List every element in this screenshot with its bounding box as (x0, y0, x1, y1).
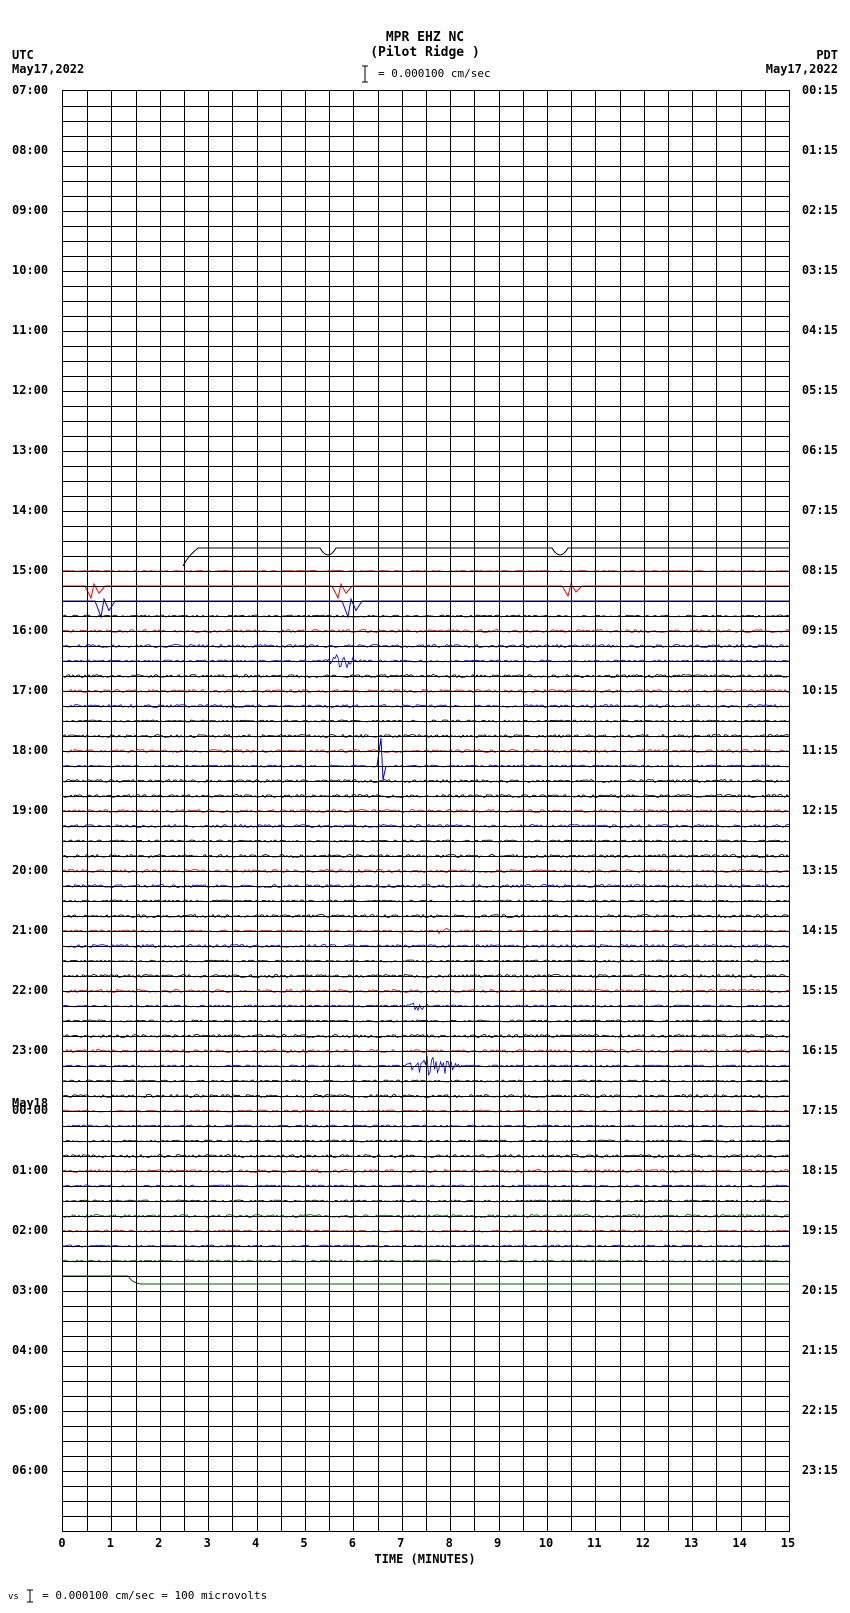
left-hour-label: 23:00 (12, 1043, 48, 1057)
right-hour-label: 01:15 (802, 143, 838, 157)
x-tick: 7 (397, 1536, 404, 1550)
x-tick: 4 (252, 1536, 259, 1550)
left-hour-label: 22:00 (12, 983, 48, 997)
x-axis-label: TIME (MINUTES) (0, 1552, 850, 1566)
timezone-left: UTC (12, 48, 34, 62)
left-hour-label: 19:00 (12, 803, 48, 817)
right-hour-label: 19:15 (802, 1223, 838, 1237)
right-hour-label: 18:15 (802, 1163, 838, 1177)
x-tick: 6 (349, 1536, 356, 1550)
right-hour-label: 13:15 (802, 863, 838, 877)
seismogram-container: MPR EHZ NC (Pilot Ridge ) = 0.000100 cm/… (0, 0, 850, 1613)
right-hour-label: 08:15 (802, 563, 838, 577)
right-hour-label: 20:15 (802, 1283, 838, 1297)
x-tick: 5 (300, 1536, 307, 1550)
right-hour-label: 05:15 (802, 383, 838, 397)
right-hour-label: 15:15 (802, 983, 838, 997)
right-hour-label: 12:15 (802, 803, 838, 817)
left-hour-label: 10:00 (12, 263, 48, 277)
left-hour-label: 04:00 (12, 1343, 48, 1357)
day2-label: May18 (12, 1096, 48, 1110)
right-hour-label: 21:15 (802, 1343, 838, 1357)
date-right: May17,2022 (766, 62, 838, 76)
left-hour-label: 15:00 (12, 563, 48, 577)
right-hour-label: 16:15 (802, 1043, 838, 1057)
left-hour-label: 06:00 (12, 1463, 48, 1477)
right-hour-label: 09:15 (802, 623, 838, 637)
left-hour-label: 18:00 (12, 743, 48, 757)
scale-indicator: = 0.000100 cm/sec (0, 65, 850, 83)
x-tick: 11 (587, 1536, 601, 1550)
left-hour-label: 01:00 (12, 1163, 48, 1177)
x-tick: 0 (58, 1536, 65, 1550)
x-tick: 14 (732, 1536, 746, 1550)
left-hour-label: 02:00 (12, 1223, 48, 1237)
left-hour-label: 21:00 (12, 923, 48, 937)
right-hour-label: 23:15 (802, 1463, 838, 1477)
left-hour-label: 09:00 (12, 203, 48, 217)
x-tick: 12 (636, 1536, 650, 1550)
left-hour-label: 13:00 (12, 443, 48, 457)
right-hour-label: 10:15 (802, 683, 838, 697)
x-tick: 1 (107, 1536, 114, 1550)
left-hour-label: 17:00 (12, 683, 48, 697)
right-hour-label: 14:15 (802, 923, 838, 937)
x-tick: 8 (446, 1536, 453, 1550)
left-hour-label: 14:00 (12, 503, 48, 517)
left-hour-label: 12:00 (12, 383, 48, 397)
x-tick: 10 (539, 1536, 553, 1550)
plot-area (62, 90, 790, 1532)
timezone-right: PDT (816, 48, 838, 62)
right-hour-label: 11:15 (802, 743, 838, 757)
left-hour-label: 03:00 (12, 1283, 48, 1297)
right-hour-label: 04:15 (802, 323, 838, 337)
right-hour-label: 03:15 (802, 263, 838, 277)
right-hour-label: 22:15 (802, 1403, 838, 1417)
left-hour-label: 16:00 (12, 623, 48, 637)
station-title: MPR EHZ NC (0, 30, 850, 45)
right-hour-label: 07:15 (802, 503, 838, 517)
right-hour-label: 02:15 (802, 203, 838, 217)
x-tick: 9 (494, 1536, 501, 1550)
left-hour-label: 07:00 (12, 83, 48, 97)
footer-text: = 0.000100 cm/sec = 100 microvolts (42, 1589, 267, 1602)
right-hour-label: 17:15 (802, 1103, 838, 1117)
footer-scale: vs = 0.000100 cm/sec = 100 microvolts (8, 1589, 267, 1603)
scale-text: = 0.000100 cm/sec (378, 67, 491, 80)
date-left: May17,2022 (12, 62, 84, 76)
left-hour-label: 20:00 (12, 863, 48, 877)
left-hour-label: 11:00 (12, 323, 48, 337)
x-tick: 2 (155, 1536, 162, 1550)
x-tick: 3 (204, 1536, 211, 1550)
right-hour-label: 00:15 (802, 83, 838, 97)
x-tick: 15 (781, 1536, 795, 1550)
x-tick: 13 (684, 1536, 698, 1550)
left-hour-label: 05:00 (12, 1403, 48, 1417)
left-hour-label: 08:00 (12, 143, 48, 157)
station-subtitle: (Pilot Ridge ) (0, 45, 850, 60)
right-hour-label: 06:15 (802, 443, 838, 457)
